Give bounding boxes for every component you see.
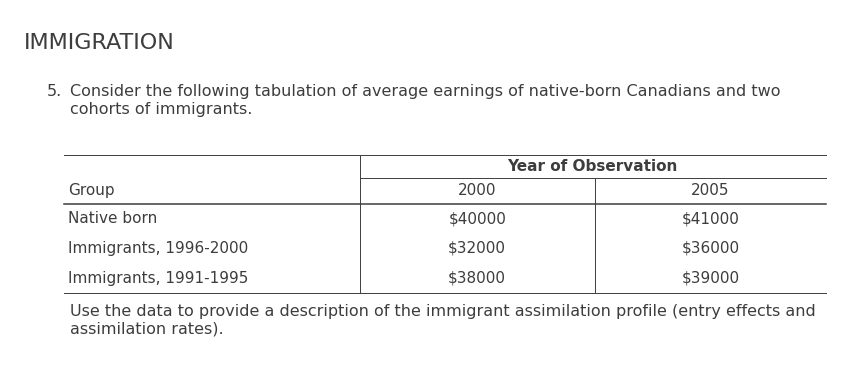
Text: $39000: $39000	[681, 271, 740, 286]
Text: $38000: $38000	[449, 271, 506, 286]
Text: $32000: $32000	[449, 241, 506, 256]
Text: IMMIGRATION: IMMIGRATION	[24, 33, 175, 52]
Text: $40000: $40000	[449, 211, 506, 226]
Text: Immigrants, 1996-2000: Immigrants, 1996-2000	[68, 241, 249, 256]
Text: 2000: 2000	[458, 183, 496, 198]
Text: Native born: Native born	[68, 211, 158, 226]
Text: Immigrants, 1991-1995: Immigrants, 1991-1995	[68, 271, 249, 286]
Text: Consider the following tabulation of average earnings of native-born Canadians a: Consider the following tabulation of ave…	[70, 84, 781, 117]
Text: $41000: $41000	[681, 211, 740, 226]
Text: 2005: 2005	[692, 183, 729, 198]
Text: Use the data to provide a description of the immigrant assimilation profile (ent: Use the data to provide a description of…	[70, 304, 816, 337]
Text: Year of Observation: Year of Observation	[508, 159, 678, 174]
Text: Group: Group	[68, 183, 115, 198]
Text: $36000: $36000	[681, 241, 740, 256]
Text: 5.: 5.	[47, 84, 62, 99]
